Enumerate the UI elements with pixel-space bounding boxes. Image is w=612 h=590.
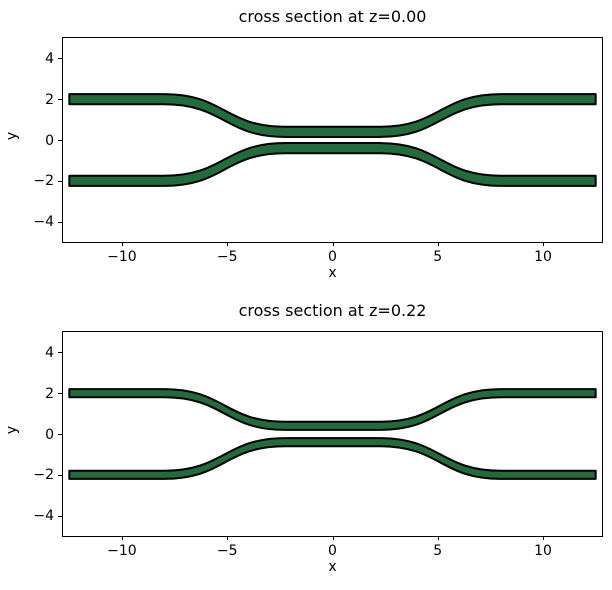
x-tick-mark xyxy=(437,536,439,540)
x-tick-label: −5 xyxy=(216,249,238,265)
top-waveguide-shape xyxy=(68,388,597,431)
x-tick-mark xyxy=(543,242,545,246)
y-tick-label: −2 xyxy=(33,467,54,484)
y-tick-mark xyxy=(58,474,62,476)
y-tick-label: −2 xyxy=(33,173,54,190)
axes-area: −10 −5 0 5 10 −4 −2 0 2 4 xyxy=(33,37,603,265)
y-tick-label: 4 xyxy=(45,50,54,67)
y-tick-mark xyxy=(58,140,62,141)
x-tick-mark xyxy=(227,242,229,246)
y-tick-label: 2 xyxy=(45,91,54,108)
y-tick-mark xyxy=(58,58,62,60)
y-tick-label: 0 xyxy=(45,132,54,149)
x-tick-label: 10 xyxy=(534,543,552,559)
y-axis-label: y xyxy=(4,425,20,435)
subplot-cross-section-z000: cross section at z=0.00 −10 −5 0 5 10 −4 −2 0 2 4… xyxy=(0,0,612,293)
x-tick-label: −10 xyxy=(107,249,137,265)
y-axis-label: y xyxy=(4,131,20,141)
x-tick-mark xyxy=(437,242,439,246)
subplot-cross-section-z022: cross section at z=0.22 −10 −5 0 5 10 −4 −2 0 2 4… xyxy=(0,294,612,587)
x-axis-label: x xyxy=(328,559,337,575)
x-tick-mark xyxy=(332,536,334,540)
y-tick-label: 2 xyxy=(45,385,54,402)
y-tick-mark xyxy=(58,352,62,354)
plot-title: cross section at z=0.00 xyxy=(238,7,427,26)
x-tick-label: 5 xyxy=(433,543,443,559)
y-tick-label: −4 xyxy=(33,508,54,525)
y-tick-mark xyxy=(58,180,62,182)
y-tick-label: −4 xyxy=(33,214,54,231)
bottom-waveguide-shape xyxy=(68,142,597,187)
y-tick-mark xyxy=(58,99,62,101)
y-tick-label: 0 xyxy=(45,426,54,443)
x-tick-label: 0 xyxy=(328,543,337,559)
x-tick-label: −5 xyxy=(216,543,238,559)
top-waveguide-shape xyxy=(68,93,597,138)
x-axis-label: x xyxy=(328,265,337,281)
plot-canvas xyxy=(68,388,597,480)
y-tick-mark xyxy=(58,515,62,517)
x-tick-mark xyxy=(227,536,229,540)
x-tick-mark xyxy=(543,536,545,540)
y-tick-mark xyxy=(58,434,62,435)
x-tick-label: 0 xyxy=(328,249,337,265)
x-tick-label: −10 xyxy=(107,543,137,559)
plot-title: cross section at z=0.22 xyxy=(238,301,427,320)
y-tick-label: 4 xyxy=(45,344,54,361)
x-tick-label: 5 xyxy=(433,249,443,265)
y-tick-mark xyxy=(58,393,62,395)
x-tick-label: 10 xyxy=(534,249,552,265)
x-tick-mark xyxy=(121,536,123,540)
axes-area: −10 −5 0 5 10 −4 −2 0 2 4 xyxy=(33,331,603,559)
x-tick-mark xyxy=(121,242,123,246)
bottom-waveguide-shape xyxy=(68,437,597,480)
plot-canvas xyxy=(68,93,597,187)
y-tick-mark xyxy=(58,221,62,223)
x-tick-mark xyxy=(332,242,334,246)
